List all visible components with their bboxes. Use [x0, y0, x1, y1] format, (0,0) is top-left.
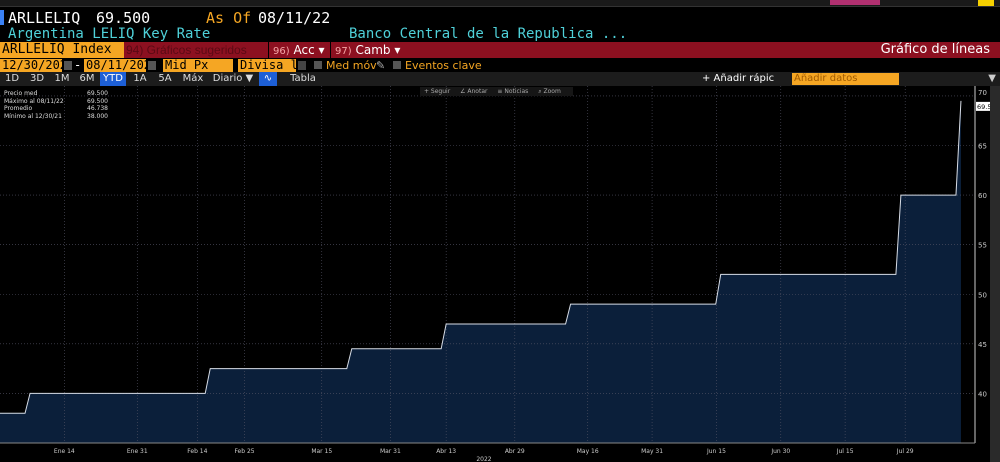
legend-value: 69.500 — [87, 97, 108, 105]
y-tick-label: 60 — [978, 192, 987, 200]
chart-legend: Precio med 69.500 Máximo al 08/11/22 69.50… — [4, 90, 108, 120]
legend-item: Mínimo al 12/30/21 38.000 — [4, 113, 108, 121]
moving-average-label: Med móv — [326, 59, 377, 72]
x-tick-label: Jul 29 — [896, 448, 914, 455]
x-tick-label: Ene 14 — [54, 448, 75, 455]
x-tick-label: May 16 — [577, 448, 599, 455]
series-line — [0, 100, 962, 414]
y-tick-label: 50 — [978, 291, 987, 299]
legend-value: 69.500 — [87, 90, 108, 97]
period-1m[interactable]: 1M — [54, 73, 70, 84]
legend-item: Máximo al 08/11/22 69.500 — [4, 98, 108, 106]
period-3d[interactable]: 3D — [29, 73, 45, 84]
period-5a[interactable]: 5A — [158, 73, 172, 84]
date-separator: - — [74, 58, 82, 72]
change-label: Camb ▾ — [355, 43, 401, 57]
year-label: 2022 — [476, 456, 491, 462]
key-events-checkbox[interactable] — [393, 61, 401, 69]
last-price: 69.500 — [96, 9, 151, 27]
security-name: Argentina LELIQ Key Rate — [8, 26, 211, 42]
change-menu[interactable]: 97) Camb ▾ — [330, 42, 404, 58]
line-chart[interactable]: 40 45 50 55 60 65 70 Ene 14 Ene 31 Feb 14 Feb 25 Ma… — [0, 86, 990, 462]
actions-menu[interactable]: 96) Acc ▾ — [268, 42, 329, 58]
x-tick-label: Jul 15 — [836, 448, 854, 455]
x-tick-label: Abr 29 — [505, 448, 525, 455]
add-data-input[interactable]: Añadir datos — [792, 73, 899, 85]
legend-item: Precio med 69.500 — [4, 90, 108, 98]
x-tick-label: Feb 14 — [187, 448, 207, 455]
command-bar: ARLLELIQ Index 94) Gráficos sugeridos 96… — [0, 42, 1000, 58]
follow-tool[interactable]: + Seguir — [424, 88, 451, 95]
x-tick-label: Ene 31 — [127, 448, 148, 455]
y-tick-label: 45 — [978, 341, 987, 349]
legend-value: 38.000 — [87, 112, 108, 120]
key-events-label: Eventos clave — [405, 59, 482, 72]
news-tool[interactable]: ≡ Noticias — [497, 88, 529, 95]
pencil-icon[interactable]: ✎ — [376, 59, 386, 72]
period-max[interactable]: Máx — [182, 73, 204, 84]
y-tick-label: 70 — [978, 89, 987, 97]
scrollbar[interactable] — [990, 86, 1000, 462]
legend-label: Máximo al 08/11/22 — [4, 97, 64, 105]
source-name: Banco Central de la Republica ... — [349, 26, 628, 42]
period-bar: 1D 3D 1M 6M YTD 1A 5A Máx Diario ▼ ∿ Tab… — [0, 72, 1000, 86]
x-tick-label: Mar 31 — [380, 448, 401, 455]
window-tabs — [0, 0, 1000, 7]
tab-marker — [830, 0, 880, 5]
x-tick-label: May 31 — [641, 448, 663, 455]
period-1d[interactable]: 1D — [4, 73, 20, 84]
actions-number: 96) — [273, 46, 290, 57]
change-number: 97) — [335, 46, 352, 57]
chart-tools: + Seguir ∠ Anotar ≡ Noticias ⌕ Zoom — [420, 87, 573, 96]
actions-label: Acc ▾ — [293, 43, 325, 57]
ticker: ARLLELIQ — [8, 9, 81, 27]
period-ytd[interactable]: YTD — [100, 72, 126, 86]
frequency-select[interactable]: Diario ▼ — [212, 73, 254, 84]
as-of-label: As Of — [206, 9, 252, 27]
suggested-charts-button[interactable]: 94) Gráficos sugeridos — [126, 43, 247, 57]
chart-type-label: Gráfico de líneas — [880, 42, 990, 57]
legend-label: Mínimo al 12/30/21 — [4, 112, 62, 120]
x-tick-label: Jun 30 — [770, 448, 790, 455]
alert-button[interactable] — [978, 0, 994, 6]
annotate-tool[interactable]: ∠ Anotar — [460, 88, 488, 95]
moving-average-checkbox[interactable] — [314, 61, 322, 69]
end-date-input[interactable]: 08/11/2022 — [84, 58, 159, 72]
y-tick-label: 55 — [978, 242, 987, 250]
quick-add-button[interactable]: + Añadir rápic — [702, 73, 775, 84]
currency-select[interactable]: Divisa local — [238, 59, 296, 72]
calendar-icon[interactable] — [64, 61, 72, 70]
table-button[interactable]: Tabla — [290, 73, 316, 84]
x-tick-label: Jun 15 — [706, 448, 726, 455]
calendar-icon[interactable] — [148, 61, 156, 70]
last-value-badge — [976, 101, 990, 111]
x-tick-label: Mar 15 — [311, 448, 332, 455]
field-select[interactable]: Mid Px — [163, 59, 233, 72]
area-fill — [0, 100, 961, 443]
legend-value: 46.738 — [87, 105, 108, 112]
options-menu-icon[interactable]: ▼ — [988, 73, 996, 84]
last-value-label: 69.500 — [977, 103, 990, 111]
period-1a[interactable]: 1A — [133, 73, 147, 84]
zoom-tool[interactable]: ⌕ Zoom — [538, 88, 561, 95]
legend-item: Promedio 46.738 — [4, 105, 108, 113]
security-marker — [0, 10, 4, 25]
period-6m[interactable]: 6M — [79, 73, 95, 84]
y-tick-label: 40 — [978, 390, 987, 398]
y-tick-label: 65 — [978, 143, 987, 151]
legend-label: Precio med — [4, 90, 38, 97]
x-tick-label: Abr 13 — [436, 448, 456, 455]
x-tick-label: Feb 25 — [234, 448, 254, 455]
chevron-down-icon[interactable] — [298, 61, 306, 70]
start-date-input[interactable]: 12/30/2021 — [0, 58, 75, 72]
index-input[interactable]: ARLLELIQ Index — [0, 42, 124, 58]
as-of-date: 08/11/22 — [258, 9, 331, 27]
line-chart-icon[interactable]: ∿ — [259, 72, 277, 86]
legend-label: Promedio — [4, 105, 33, 112]
